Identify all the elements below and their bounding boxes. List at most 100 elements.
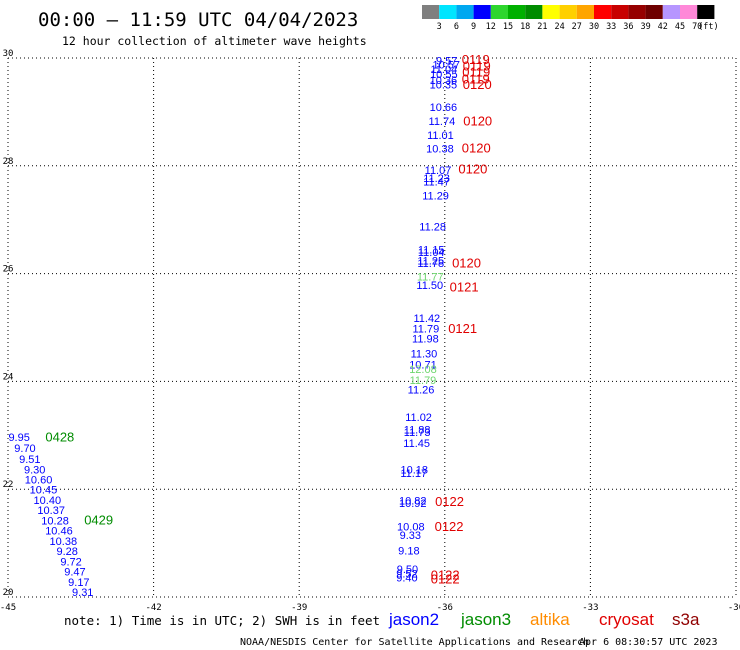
data-point: 11.02	[405, 412, 432, 424]
data-point: 10.37	[37, 505, 65, 517]
data-point: 9.47	[64, 567, 85, 579]
time-label: 0122	[431, 567, 460, 582]
data-point: 11.79	[410, 375, 437, 387]
data-point: 11.88	[404, 424, 431, 436]
time-label: 0119	[462, 52, 490, 67]
data-point: 11.78	[417, 258, 444, 270]
data-point: 11.50	[416, 280, 443, 292]
data-point: 9.31	[72, 587, 93, 599]
data-point: 9.30	[24, 464, 45, 476]
data-point: 11.04	[418, 247, 445, 259]
y-tick-label: 30	[3, 49, 14, 59]
data-point: 9.95	[8, 432, 29, 444]
data-point: 11.73	[404, 427, 431, 439]
data-point: 11.04	[430, 64, 457, 76]
colorbar-tick: 24	[554, 22, 564, 32]
data-point: 10.57	[432, 59, 460, 71]
time-label: 0122	[435, 494, 464, 509]
time-label: 0121	[448, 321, 477, 336]
colorbar-tick: 45	[675, 22, 685, 32]
colorbar-tick: 36	[623, 22, 633, 32]
x-tick-label: -42	[145, 603, 161, 613]
y-tick-label: 28	[3, 157, 14, 167]
footer-note: note: 1) Time is in UTC; 2) SWH is in fe…	[64, 613, 380, 628]
data-point: 11.29	[422, 190, 449, 202]
colorbar-swatch	[525, 5, 543, 19]
colorbar-tick: 27	[572, 22, 582, 32]
data-points: 9.5710.5711.0410.5510.3610.3510.6611.741…	[8, 56, 460, 599]
colorbar-tick: 12	[486, 22, 496, 32]
time-label: 0122	[431, 572, 460, 587]
data-point: 11.42	[413, 313, 440, 325]
y-tick-label: 22	[3, 480, 14, 490]
time-label: 0121	[450, 280, 479, 295]
data-point: 10.45	[30, 485, 58, 497]
data-point: 10.55	[430, 69, 458, 81]
colorbar-swatch	[559, 5, 577, 19]
data-point: 10.46	[45, 526, 73, 538]
data-point: 9.40	[396, 573, 417, 585]
time-label: 0120	[462, 140, 491, 155]
data-point: 11.30	[411, 348, 438, 360]
colorbar-swatch	[542, 5, 560, 19]
data-point: 9.17	[68, 577, 89, 589]
colorbar-tick: 70	[692, 22, 702, 32]
data-point: 9.52	[396, 568, 417, 580]
data-point: 10.40	[34, 495, 62, 507]
data-point: 11.23	[423, 173, 450, 185]
data-point: 10.08	[397, 521, 425, 533]
y-tick-label: 24	[3, 372, 14, 382]
colorbar-swatch	[662, 5, 680, 19]
data-point: 11.01	[427, 130, 454, 142]
data-point: 11.47	[423, 176, 450, 188]
data-point: 11.15	[418, 244, 445, 256]
colorbar-swatch	[594, 5, 612, 19]
colorbar-tick: 30	[589, 22, 599, 32]
legend-s3a: s3a	[672, 610, 700, 629]
footer-credit: NOAA/NESDIS Center for Satellite Applica…	[240, 637, 589, 648]
time-label: 0429	[84, 512, 113, 527]
x-tick-label: -33	[582, 603, 598, 613]
data-point: 11.45	[403, 438, 430, 450]
data-point: 9.50	[397, 564, 418, 576]
data-point: 10.28	[41, 515, 69, 527]
data-point: 10.36	[430, 75, 458, 87]
data-point: 10.71	[409, 360, 437, 372]
colorbar-tick: 33	[606, 22, 616, 32]
colorbar-tick: 42	[658, 22, 668, 32]
data-point: 11.98	[412, 333, 439, 345]
colorbar-swatch	[611, 5, 629, 19]
colorbar-tick: 6	[454, 22, 459, 32]
data-point: 9.57	[436, 56, 457, 68]
legend-jason2: jason2	[388, 610, 439, 629]
colorbar-swatch	[473, 5, 491, 19]
data-point: 10.38	[50, 536, 78, 548]
time-label: 0122	[435, 519, 464, 534]
colorbar-legend: 3 6 9 12 15 18 21 24 27 30 33 36 39 42 45 70(ft)	[422, 5, 719, 32]
data-point: 10.92	[399, 498, 427, 510]
data-point: 10.35	[430, 79, 458, 91]
data-point: 9.70	[14, 443, 35, 455]
axis-tick-labels: -45 -42 -39 -36 -33 -30 20 22 24 26 28 30	[0, 49, 740, 613]
time-labels: 0119011901190119012001200120012001200121…	[45, 52, 492, 587]
colorbar-tick: 18	[520, 22, 530, 32]
time-label: 0119	[462, 71, 490, 86]
data-point: 11.28	[419, 222, 446, 234]
x-tick-label: -36	[437, 603, 453, 613]
legend-cryosat: cryosat	[599, 610, 654, 629]
data-point: 12.08	[409, 364, 437, 376]
data-point: 10.82	[399, 496, 427, 508]
colorbar-swatch	[439, 5, 457, 19]
footer-timestamp: Apr 6 08:30:57 UTC 2023	[579, 637, 717, 648]
time-label: 0119	[462, 64, 490, 79]
data-point: 10.38	[426, 144, 454, 156]
data-point: 9.28	[56, 546, 77, 558]
time-label: 0120	[452, 255, 481, 270]
time-label: 0120	[463, 114, 492, 129]
time-label: 0120	[463, 77, 492, 92]
satellite-legend: jason2 jason3 altika cryosat s3a	[388, 610, 700, 629]
plot-grid	[7, 57, 737, 598]
colorbar-tick: 15	[503, 22, 513, 32]
data-point: 10.18	[400, 464, 428, 476]
